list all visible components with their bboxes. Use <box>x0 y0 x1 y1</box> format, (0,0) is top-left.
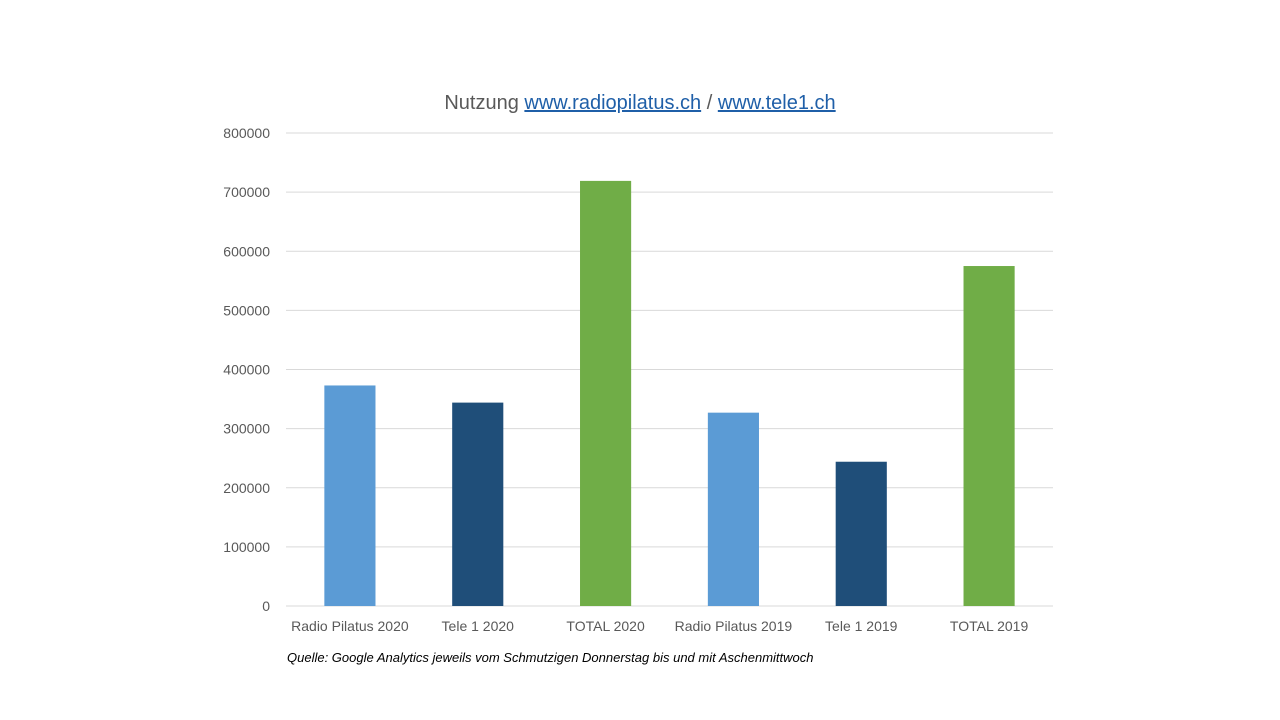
x-category-label: Tele 1 2019 <box>825 618 898 634</box>
x-category-label: Radio Pilatus 2020 <box>291 618 409 634</box>
y-axis-ticks: 0 100000 200000 300000 400000 500000 600000 700… <box>223 125 270 614</box>
tele1-link[interactable]: www.tele1.ch <box>717 92 836 114</box>
gridlines <box>286 132 1053 607</box>
y-tick-label: 100000 <box>223 539 270 555</box>
x-category-label: TOTAL 2019 <box>950 618 1029 634</box>
bars <box>324 180 1015 607</box>
y-tick-label: 0 <box>262 598 270 614</box>
y-tick-label: 300000 <box>223 421 270 437</box>
x-axis-labels: Radio Pilatus 2020 Tele 1 2020 TOTAL 2020 R… <box>291 618 1028 634</box>
source-note: Quelle: Google Analytics jeweils vom Sch… <box>287 650 814 665</box>
y-tick-label: 500000 <box>223 302 270 318</box>
x-category-label: Tele 1 2020 <box>442 618 515 634</box>
bar-tele-1-2020 <box>452 402 504 606</box>
y-tick-label: 600000 <box>223 243 270 259</box>
radiopilatus-link[interactable]: www.radiopilatus.ch <box>523 92 701 114</box>
y-tick-label: 700000 <box>223 184 270 200</box>
y-tick-label: 400000 <box>223 362 270 378</box>
y-tick-label: 800000 <box>223 125 270 141</box>
x-category-label: TOTAL 2020 <box>566 618 645 634</box>
bar-radio-pilatus-2020 <box>324 385 376 606</box>
chart-title-separator: / <box>701 92 718 114</box>
bar-tele-1-2019 <box>835 461 887 606</box>
bar-total-2020 <box>580 180 632 607</box>
bar-total-2019 <box>963 266 1015 606</box>
x-category-label: Radio Pilatus 2019 <box>675 618 793 634</box>
chart-title: Nutzung www.radiopilatus.ch / www.tele1.… <box>444 92 835 114</box>
chart-title-prefix: Nutzung <box>444 92 524 114</box>
bar-radio-pilatus-2019 <box>707 412 759 606</box>
y-tick-label: 200000 <box>223 480 270 496</box>
